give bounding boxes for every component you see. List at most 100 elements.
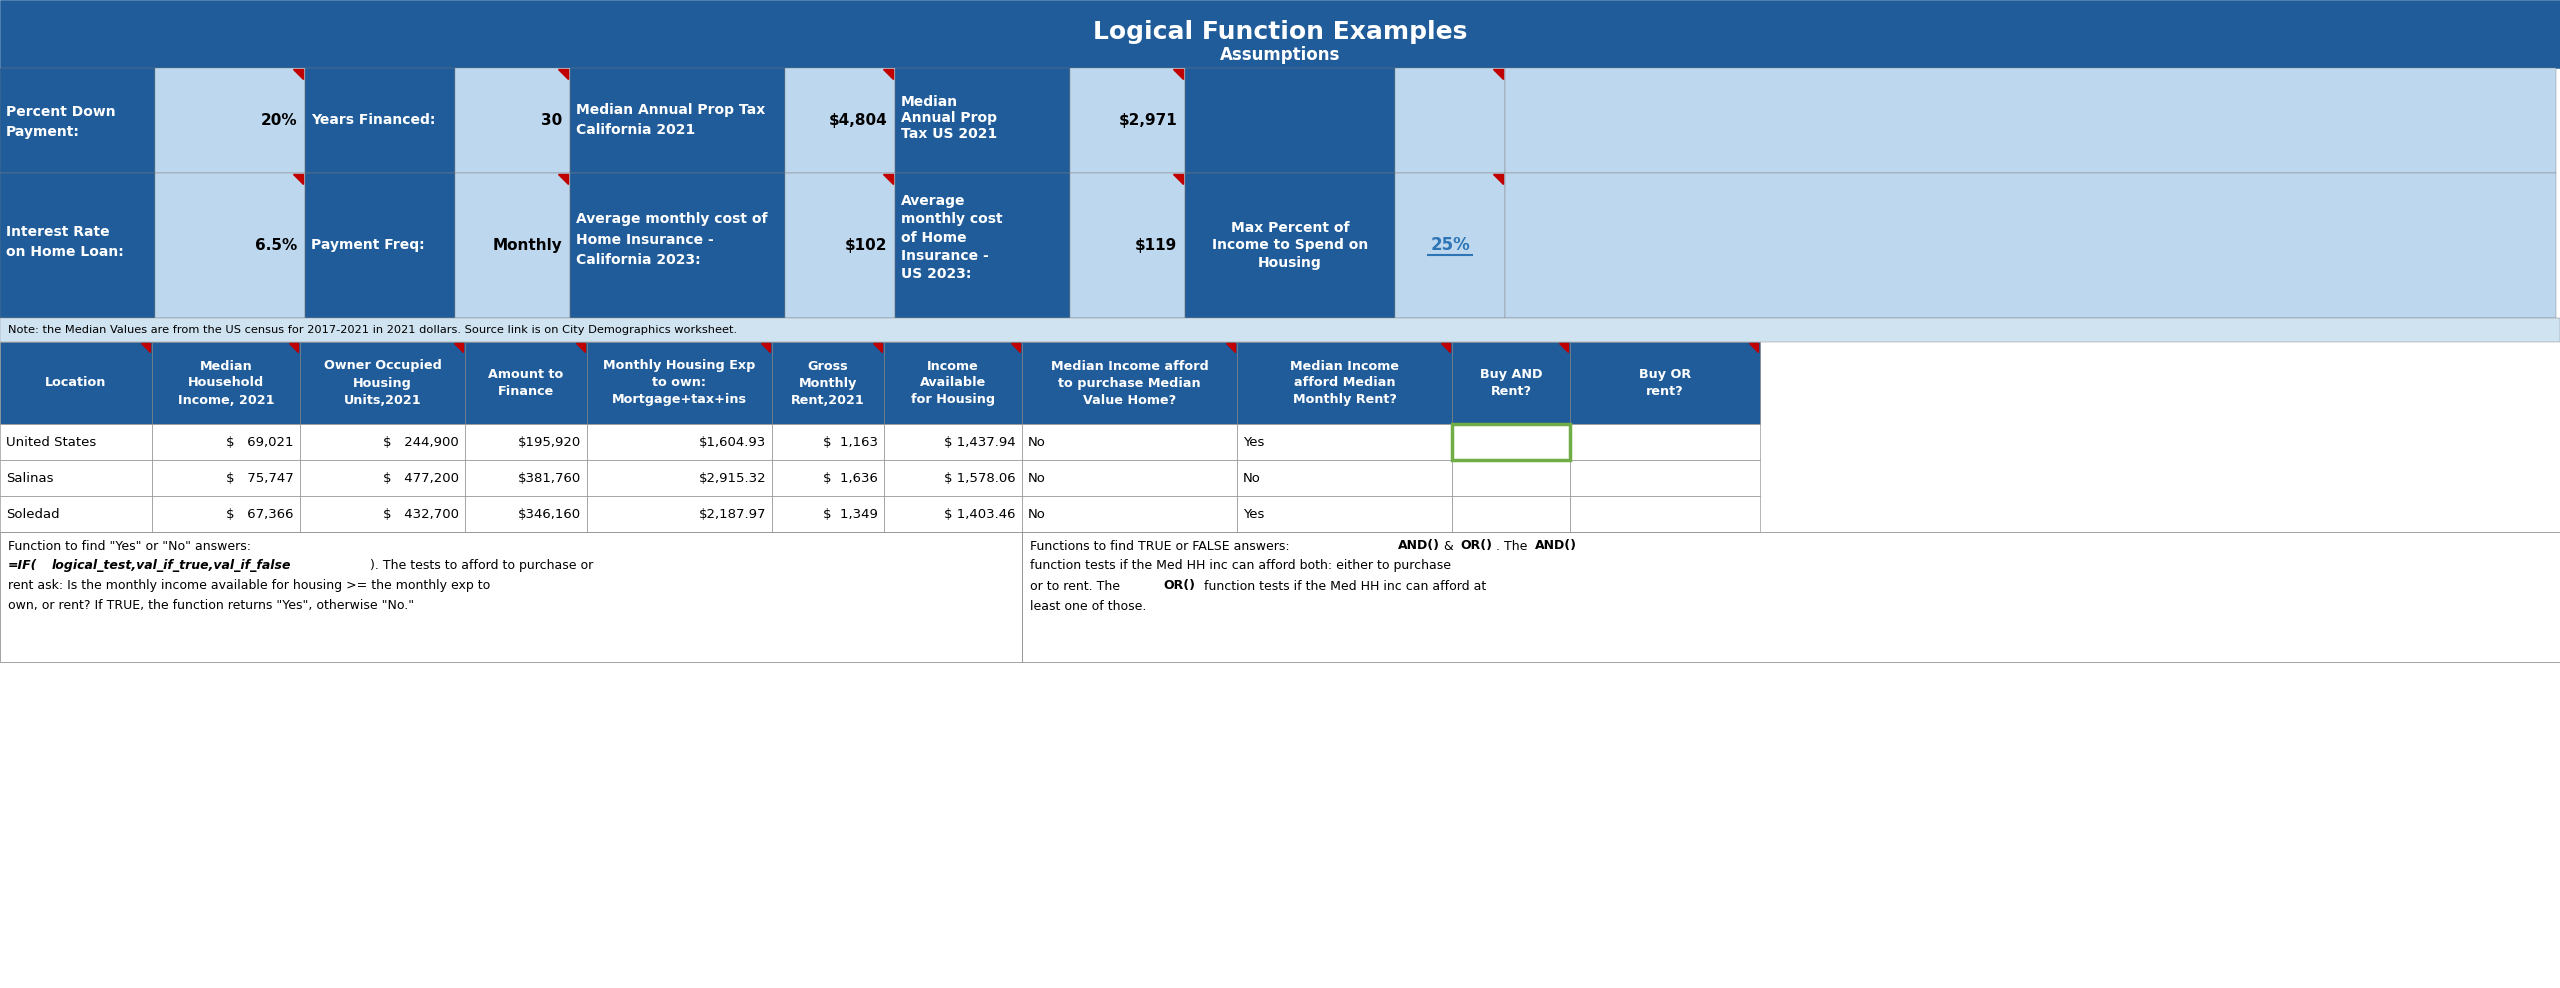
Text: Payment Freq:: Payment Freq: xyxy=(310,238,425,253)
Text: Home Insurance -: Home Insurance - xyxy=(576,232,714,246)
Polygon shape xyxy=(1492,174,1503,184)
FancyBboxPatch shape xyxy=(0,173,156,318)
FancyBboxPatch shape xyxy=(1569,424,1761,460)
Text: Monthly Rent?: Monthly Rent? xyxy=(1293,393,1395,406)
Text: or to rent. The: or to rent. The xyxy=(1029,580,1124,593)
Text: Units,2021: Units,2021 xyxy=(343,393,422,406)
FancyBboxPatch shape xyxy=(1236,342,1452,424)
Text: Insurance -: Insurance - xyxy=(901,249,988,263)
FancyBboxPatch shape xyxy=(1021,424,1236,460)
Text: &: & xyxy=(1439,539,1457,552)
Text: Monthly Housing Exp: Monthly Housing Exp xyxy=(604,360,755,372)
Text: logical_test,val_if_true,val_if_false: logical_test,val_if_true,val_if_false xyxy=(51,559,292,572)
Text: Soledad: Soledad xyxy=(5,508,59,521)
Text: Annual Prop: Annual Prop xyxy=(901,112,996,125)
Text: Income to Spend on: Income to Spend on xyxy=(1211,238,1367,253)
FancyBboxPatch shape xyxy=(300,424,466,460)
Text: $   477,200: $ 477,200 xyxy=(384,471,458,484)
Text: OR(): OR() xyxy=(1162,580,1196,593)
Text: least one of those.: least one of those. xyxy=(1029,600,1147,613)
Text: $   67,366: $ 67,366 xyxy=(225,508,294,521)
FancyBboxPatch shape xyxy=(305,68,456,173)
FancyBboxPatch shape xyxy=(1505,173,2555,318)
Text: Max Percent of: Max Percent of xyxy=(1231,220,1349,234)
Text: $   75,747: $ 75,747 xyxy=(225,471,294,484)
FancyBboxPatch shape xyxy=(300,460,466,496)
FancyBboxPatch shape xyxy=(1395,68,1505,173)
Text: Logical Function Examples: Logical Function Examples xyxy=(1093,20,1467,44)
Polygon shape xyxy=(558,69,568,79)
FancyBboxPatch shape xyxy=(156,68,305,173)
FancyBboxPatch shape xyxy=(151,496,300,532)
Text: $ 1,403.46: $ 1,403.46 xyxy=(945,508,1016,521)
FancyBboxPatch shape xyxy=(571,173,786,318)
Text: $102: $102 xyxy=(845,238,886,253)
FancyBboxPatch shape xyxy=(466,460,586,496)
FancyBboxPatch shape xyxy=(571,68,786,173)
Text: Median: Median xyxy=(200,360,253,372)
Polygon shape xyxy=(1492,69,1503,79)
Text: $381,760: $381,760 xyxy=(517,471,581,484)
Text: Available: Available xyxy=(919,376,986,389)
Text: $4,804: $4,804 xyxy=(829,113,886,128)
Text: Rent?: Rent? xyxy=(1490,385,1531,398)
Text: function tests if the Med HH inc can afford at: function tests if the Med HH inc can aff… xyxy=(1201,580,1487,593)
FancyBboxPatch shape xyxy=(466,496,586,532)
FancyBboxPatch shape xyxy=(0,0,2560,68)
Text: Value Home?: Value Home? xyxy=(1083,393,1175,406)
Text: $ 1,437.94: $ 1,437.94 xyxy=(945,436,1016,449)
Text: Rent,2021: Rent,2021 xyxy=(791,393,865,406)
FancyBboxPatch shape xyxy=(1452,424,1569,460)
Polygon shape xyxy=(576,343,586,352)
Text: afford Median: afford Median xyxy=(1293,376,1395,389)
Text: Owner Occupied: Owner Occupied xyxy=(323,360,440,372)
FancyBboxPatch shape xyxy=(0,496,151,532)
FancyBboxPatch shape xyxy=(1569,460,1761,496)
Text: United States: United States xyxy=(5,436,97,449)
FancyBboxPatch shape xyxy=(1452,460,1569,496)
Text: Monthly: Monthly xyxy=(799,376,858,389)
Text: $1,604.93: $1,604.93 xyxy=(699,436,765,449)
Text: No: No xyxy=(1029,508,1047,521)
Text: Assumptions: Assumptions xyxy=(1219,46,1341,64)
Text: Median Annual Prop Tax: Median Annual Prop Tax xyxy=(576,104,765,118)
Text: No: No xyxy=(1029,436,1047,449)
Text: rent?: rent? xyxy=(1646,385,1684,398)
Text: $346,160: $346,160 xyxy=(517,508,581,521)
FancyBboxPatch shape xyxy=(1395,173,1505,318)
Polygon shape xyxy=(1748,343,1759,352)
Polygon shape xyxy=(558,174,568,184)
FancyBboxPatch shape xyxy=(0,532,1021,662)
Text: 20%: 20% xyxy=(261,113,297,128)
Text: $2,187.97: $2,187.97 xyxy=(699,508,765,521)
FancyBboxPatch shape xyxy=(151,460,300,496)
FancyBboxPatch shape xyxy=(773,460,883,496)
FancyBboxPatch shape xyxy=(883,342,1021,424)
FancyBboxPatch shape xyxy=(1021,460,1236,496)
Text: OR(): OR() xyxy=(1459,539,1492,552)
FancyBboxPatch shape xyxy=(896,68,1070,173)
Text: Income, 2021: Income, 2021 xyxy=(177,393,274,406)
Text: Income: Income xyxy=(927,360,978,372)
FancyBboxPatch shape xyxy=(883,460,1021,496)
Text: Average monthly cost of: Average monthly cost of xyxy=(576,212,768,226)
FancyBboxPatch shape xyxy=(0,424,151,460)
Text: $   69,021: $ 69,021 xyxy=(225,436,294,449)
Polygon shape xyxy=(1559,343,1567,352)
FancyBboxPatch shape xyxy=(1236,460,1452,496)
Text: Interest Rate: Interest Rate xyxy=(5,224,110,238)
FancyBboxPatch shape xyxy=(586,496,773,532)
Text: Yes: Yes xyxy=(1244,436,1265,449)
Text: Gross: Gross xyxy=(809,360,847,372)
Polygon shape xyxy=(1226,343,1234,352)
Text: Housing: Housing xyxy=(353,376,412,389)
Text: No: No xyxy=(1244,471,1262,484)
Polygon shape xyxy=(883,174,893,184)
FancyBboxPatch shape xyxy=(1505,68,2555,173)
Text: Functions to find TRUE or FALSE answers:: Functions to find TRUE or FALSE answers: xyxy=(1029,539,1293,552)
FancyBboxPatch shape xyxy=(466,424,586,460)
Text: AND(): AND() xyxy=(1398,539,1439,552)
Text: on Home Loan:: on Home Loan: xyxy=(5,244,123,259)
Text: Years Financed:: Years Financed: xyxy=(310,114,435,127)
FancyBboxPatch shape xyxy=(466,342,586,424)
